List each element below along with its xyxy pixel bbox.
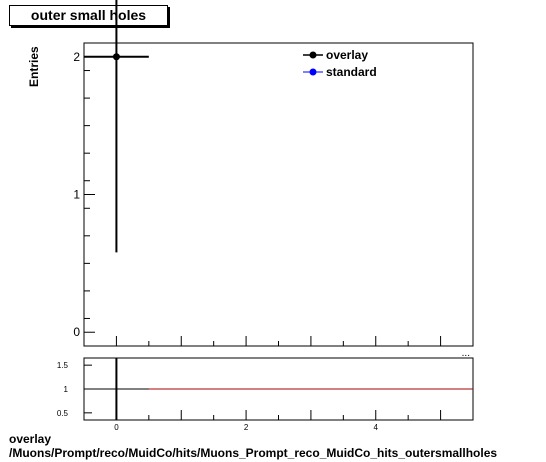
main-y-tick-label: 0 (73, 325, 80, 339)
main-plot-frame (83, 42, 474, 347)
legend-standard-marker (309, 68, 317, 76)
legend: overlay standard (303, 48, 377, 79)
ratio-x-ticks: 0 2 4 (83, 410, 474, 432)
y-axis-label: Entries (27, 46, 41, 87)
overlay-data-point (112, 53, 120, 61)
legend-overlay-marker (309, 51, 317, 59)
x-tick-label: 0 (114, 423, 119, 432)
main-y-tick-label: 1 (73, 188, 80, 202)
caption-line-2: /Muons/Prompt/reco/MuidCo/hits/Muons_Pro… (9, 446, 498, 460)
legend-overlay-label: overlay (326, 48, 368, 62)
caption-line-1: overlay (9, 432, 52, 446)
main-series (84, 0, 149, 253)
main-y-tick-label: 2 (73, 50, 80, 64)
ratio-y-tick-label: 0.5 (57, 409, 69, 418)
x-tick-label: 4 (374, 423, 379, 432)
ratio-y-tick-label: 1.5 (57, 361, 69, 370)
ratio-series (84, 358, 473, 420)
legend-standard-label: standard (326, 65, 377, 79)
x-axis-label-partial: ... (462, 348, 470, 359)
x-tick-label: 2 (244, 423, 249, 432)
ratio-y-tick-label: 1 (64, 385, 69, 394)
main-y-minor-ticks (84, 42, 90, 347)
main-x-ticks (83, 336, 474, 346)
